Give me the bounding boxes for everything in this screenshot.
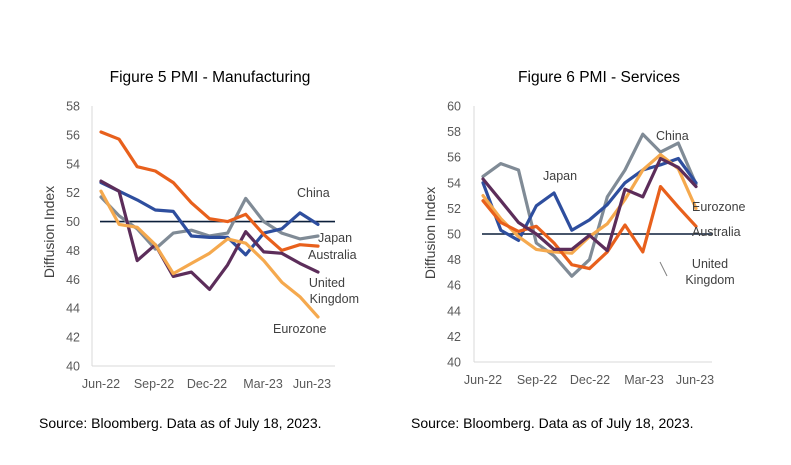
figure-6-axes: 40 42 44 46 48 50 52 54 56 58 60 Jun-22 Sep-22 Dec-22… — [447, 100, 714, 388]
y-tick-label: 56 — [447, 151, 461, 165]
figure-5-y-axis-label: Diffusion Index — [41, 186, 57, 278]
figure-6-title: Figure 6 PMI - Services — [518, 69, 680, 86]
figure-5-axes: 40 42 44 46 48 50 52 54 56 58 Jun-22 Sep-22 Dec-22 Ma… — [66, 100, 335, 391]
figure-6-y-axis-label: Diffusion Index — [422, 187, 438, 279]
y-tick-label: 50 — [66, 215, 80, 229]
y-tick-label: 52 — [447, 202, 461, 216]
x-tick-label: Jun-22 — [82, 377, 120, 391]
series-line-united-kingdom — [99, 179, 320, 291]
figure-5-manufacturing: Figure 5 PMI - Manufacturing Diffusion I… — [39, 69, 359, 431]
y-tick-label: 40 — [66, 360, 80, 374]
y-tick-label: 42 — [66, 331, 80, 345]
y-tick-label: 52 — [66, 186, 80, 200]
x-tick-label: Dec-22 — [570, 373, 610, 387]
label-eurozone: Eurozone — [273, 322, 327, 336]
y-tick-label: 56 — [66, 128, 80, 142]
figure-6-source: Source: Bloomberg. Data as of July 18, 2… — [411, 415, 694, 431]
x-tick-label: Dec-22 — [187, 377, 227, 391]
figure-6-series — [481, 132, 698, 278]
y-tick-label: 50 — [447, 228, 461, 242]
figure-5-series — [99, 130, 320, 319]
y-tick-label: 46 — [447, 279, 461, 293]
x-tick-label: Jun-23 — [676, 373, 714, 387]
figure-5-annotations: China Japan Australia United Kingdom Euro… — [273, 186, 359, 336]
series-line-china — [481, 132, 698, 278]
y-tick-label: 48 — [66, 244, 80, 258]
label-china: China — [297, 186, 330, 200]
x-tick-label: Mar-23 — [624, 373, 664, 387]
y-tick-label: 54 — [447, 176, 461, 190]
figure-6-services: Figure 6 PMI - Services Diffusion Index … — [411, 69, 746, 431]
y-tick-label: 58 — [447, 125, 461, 139]
series-line-japan — [99, 181, 320, 257]
x-tick-label: Jun-23 — [293, 377, 331, 391]
figure-5-source: Source: Bloomberg. Data as of July 18, 2… — [39, 415, 322, 431]
x-tick-label: Sep-22 — [134, 377, 174, 391]
label-japan: Japan — [318, 231, 352, 245]
label-australia: Australia — [308, 248, 357, 262]
y-tick-label: 46 — [66, 273, 80, 287]
y-tick-label: 44 — [447, 304, 461, 318]
y-tick-label: 42 — [447, 330, 461, 344]
x-tick-label: Mar-23 — [243, 377, 283, 391]
y-tick-label: 60 — [447, 100, 461, 114]
label-japan-services: Japan — [543, 169, 577, 183]
label-eurozone-services: Eurozone — [692, 200, 746, 214]
series-line-united-kingdom — [481, 156, 698, 253]
series-line-australia — [481, 185, 698, 271]
figure-5-title: Figure 5 PMI - Manufacturing — [110, 69, 311, 86]
label-united-kingdom-services: United Kingdom — [685, 257, 734, 287]
x-tick-label: Sep-22 — [517, 373, 557, 387]
figure-6-annotations: China Japan Eurozone Australia United Kin… — [543, 129, 746, 287]
label-australia-services: Australia — [692, 225, 741, 239]
y-tick-label: 40 — [447, 356, 461, 370]
series-line-australia — [99, 130, 320, 252]
y-tick-label: 54 — [66, 157, 80, 171]
y-tick-label: 58 — [66, 100, 80, 114]
y-tick-label: 44 — [66, 302, 80, 316]
x-tick-label: Jun-22 — [464, 373, 502, 387]
label-china-services: China — [656, 129, 689, 143]
label-united-kingdom: United Kingdom — [309, 276, 359, 306]
series-line-japan — [481, 156, 698, 242]
y-tick-label: 48 — [447, 253, 461, 267]
united-kingdom-leader-line — [659, 261, 668, 277]
series-line-eurozone — [99, 189, 320, 319]
